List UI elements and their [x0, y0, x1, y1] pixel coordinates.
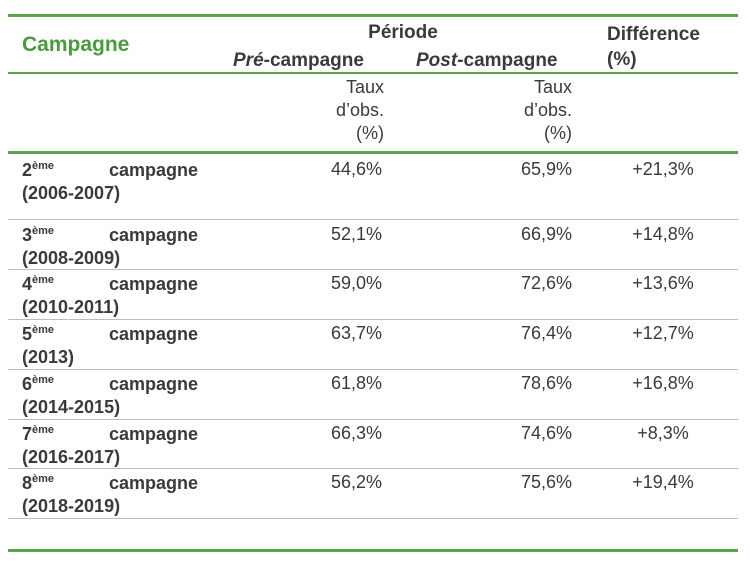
- taux-line1: Taux: [533, 77, 572, 97]
- campagne-suffix: ème: [32, 225, 55, 237]
- campagne-suffix: ème: [32, 160, 55, 172]
- campagne-years: (2016-2017): [22, 447, 121, 467]
- row-divider: [8, 269, 738, 270]
- row-divider: [8, 419, 738, 420]
- campagne-suffix: ème: [32, 274, 55, 286]
- post-value: 72,6%: [520, 273, 572, 293]
- top-rule: [8, 14, 738, 17]
- campagne-word: campagne: [108, 374, 198, 394]
- taux-line2: d’obs.: [335, 100, 384, 120]
- campagne-number: 2: [22, 160, 33, 180]
- row-divider: [8, 518, 738, 519]
- table-row-campagne: 8ème campagne (2018-2019): [22, 472, 198, 518]
- row-divider: [8, 369, 738, 370]
- pre-rest: -campagne: [263, 50, 364, 71]
- pre-value: 44,6%: [330, 159, 382, 179]
- taux-line2: d’obs.: [523, 100, 572, 120]
- post-value: 74,6%: [520, 423, 572, 443]
- difference-header-line2: (%): [607, 49, 637, 70]
- table-row-campagne: 6ème campagne (2014-2015): [22, 373, 198, 419]
- campagne-header: Campagne: [22, 33, 130, 56]
- campagne-word: campagne: [108, 225, 198, 245]
- campagne-word: campagne: [108, 473, 198, 493]
- campagne-word: campagne: [108, 424, 198, 444]
- campagne-years: (2006-2007): [22, 183, 121, 203]
- campagne-word: campagne: [108, 324, 198, 344]
- pre-campagne-header: Pré-campagne: [233, 50, 364, 72]
- campagne-suffix: ème: [32, 424, 55, 436]
- post-value: 65,9%: [520, 159, 572, 179]
- difference-value: +8,3%: [637, 423, 689, 443]
- table-row-campagne: 3ème campagne (2008-2009): [22, 224, 198, 270]
- campagne-years: (2018-2019): [22, 496, 121, 516]
- post-italic: Post: [416, 50, 458, 71]
- row-divider: [8, 219, 738, 220]
- post-rest: -campagne: [457, 50, 558, 71]
- pre-value: 52,1%: [330, 224, 382, 244]
- pre-value: 59,0%: [330, 273, 382, 293]
- table-row-campagne: 5ème campagne (2013): [22, 323, 198, 369]
- campagne-years: (2013): [22, 347, 75, 367]
- campagne-number: 5: [22, 324, 33, 344]
- post-value: 75,6%: [520, 472, 572, 492]
- body-rule: [8, 151, 738, 154]
- table-row-campagne: 2ème campagne (2006-2007): [22, 159, 198, 205]
- post-value: 78,6%: [520, 373, 572, 393]
- campagne-word: campagne: [108, 274, 198, 294]
- post-campagne-header: Post-campagne: [416, 50, 558, 72]
- table-row-campagne: 7ème campagne (2016-2017): [22, 423, 198, 469]
- difference-value: +16,8%: [632, 373, 694, 393]
- pre-value: 63,7%: [330, 323, 382, 343]
- row-divider: [8, 319, 738, 320]
- taux-obs-post-label: Taux d’obs. (%): [444, 76, 572, 145]
- difference-value: +19,4%: [632, 472, 694, 492]
- campagne-suffix: ème: [32, 473, 55, 485]
- difference-value: +12,7%: [632, 323, 694, 343]
- campagne-number: 6: [22, 374, 33, 394]
- periode-header: Période: [368, 22, 438, 43]
- campagne-years: (2014-2015): [22, 397, 121, 417]
- campagne-suffix: ème: [32, 324, 55, 336]
- campagne-number: 7: [22, 424, 33, 444]
- table-row-campagne: 4ème campagne (2010-2011): [22, 273, 198, 319]
- bottom-rule: [8, 549, 738, 552]
- difference-header: Différence (%): [607, 22, 700, 72]
- taux-line1: Taux: [345, 77, 384, 97]
- pre-value: 66,3%: [330, 423, 382, 443]
- row-divider: [8, 468, 738, 469]
- difference-value: +21,3%: [632, 159, 694, 179]
- pre-value: 56,2%: [330, 472, 382, 492]
- header-rule: [8, 72, 738, 74]
- campagne-number: 4: [22, 274, 33, 294]
- campagne-number: 3: [22, 225, 33, 245]
- taux-line3: (%): [544, 123, 572, 143]
- taux-line3: (%): [356, 123, 384, 143]
- pre-italic: Pré: [233, 50, 264, 71]
- difference-value: +13,6%: [632, 273, 694, 293]
- difference-value: +14,8%: [632, 224, 694, 244]
- campagne-suffix: ème: [32, 374, 55, 386]
- taux-obs-pre-label: Taux d’obs. (%): [256, 76, 384, 145]
- campagne-word: campagne: [108, 160, 198, 180]
- post-value: 66,9%: [520, 224, 572, 244]
- pre-value: 61,8%: [330, 373, 382, 393]
- post-value: 76,4%: [520, 323, 572, 343]
- campagne-years: (2010-2011): [22, 297, 120, 317]
- campagne-number: 8: [22, 473, 33, 493]
- difference-header-line1: Différence: [607, 24, 700, 45]
- campagne-years: (2008-2009): [22, 248, 121, 268]
